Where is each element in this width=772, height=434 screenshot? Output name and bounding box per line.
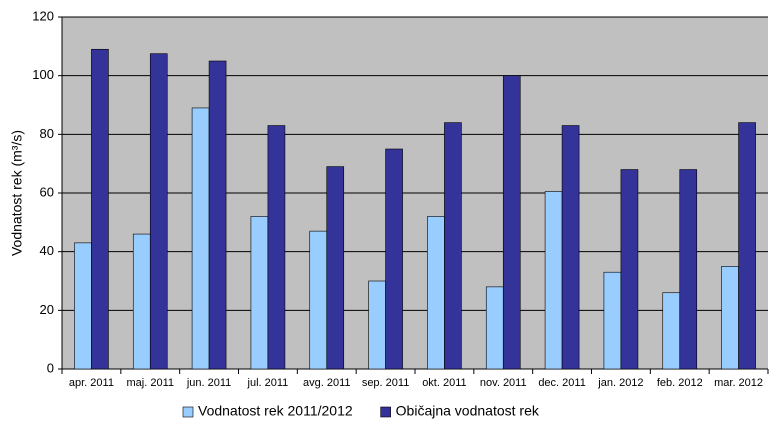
bar bbox=[721, 266, 739, 370]
y-tick-label: 100 bbox=[32, 67, 54, 82]
x-tick-label: avg. 2011 bbox=[303, 377, 351, 389]
x-tick-label: jan. 2012 bbox=[597, 377, 643, 389]
bar bbox=[326, 166, 345, 370]
x-tick-label: nov. 2011 bbox=[480, 377, 527, 389]
bar bbox=[738, 122, 756, 370]
bar bbox=[662, 292, 681, 370]
legend-swatch bbox=[182, 406, 194, 418]
bar bbox=[208, 60, 227, 370]
y-axis-label: Vodnatost rek (m³/s) bbox=[9, 130, 25, 256]
bar bbox=[485, 286, 504, 370]
bar bbox=[427, 216, 445, 370]
x-tick-label: feb. 2012 bbox=[657, 377, 703, 389]
x-tick-label: apr. 2011 bbox=[69, 377, 114, 389]
legend-label: Običajna vodnatost rek bbox=[396, 403, 540, 419]
bar bbox=[191, 107, 210, 370]
bar bbox=[74, 242, 92, 370]
bar bbox=[679, 169, 698, 370]
bar bbox=[149, 53, 168, 370]
legend-label: Vodnatost rek 2011/2012 bbox=[198, 403, 353, 419]
bar bbox=[502, 75, 521, 370]
bar bbox=[267, 125, 286, 370]
bar bbox=[444, 122, 462, 370]
bar bbox=[250, 216, 269, 370]
x-tick-label: maj. 2011 bbox=[127, 377, 175, 389]
y-tick-label: 120 bbox=[32, 8, 54, 23]
bar bbox=[561, 125, 580, 370]
bar bbox=[620, 169, 639, 370]
y-tick-label: 20 bbox=[40, 302, 54, 317]
x-tick-label: sep. 2011 bbox=[362, 377, 410, 389]
y-tick-label: 60 bbox=[40, 184, 54, 199]
bar bbox=[544, 191, 563, 370]
y-tick-label: 0 bbox=[47, 360, 54, 375]
bar bbox=[91, 48, 109, 370]
bar bbox=[309, 230, 328, 370]
bar bbox=[603, 271, 622, 370]
bar bbox=[368, 280, 386, 370]
y-tick-label: 40 bbox=[40, 243, 54, 258]
x-tick-label: dec. 2011 bbox=[538, 377, 586, 389]
x-tick-label: okt. 2011 bbox=[422, 377, 466, 389]
bar bbox=[132, 233, 151, 370]
x-tick-label: jul. 2011 bbox=[247, 377, 289, 389]
x-tick-label: mar. 2012 bbox=[714, 377, 763, 389]
x-tick-label: jun. 2011 bbox=[186, 377, 231, 389]
y-tick-label: 80 bbox=[40, 126, 54, 141]
bar bbox=[385, 148, 403, 370]
legend-swatch bbox=[380, 406, 391, 418]
